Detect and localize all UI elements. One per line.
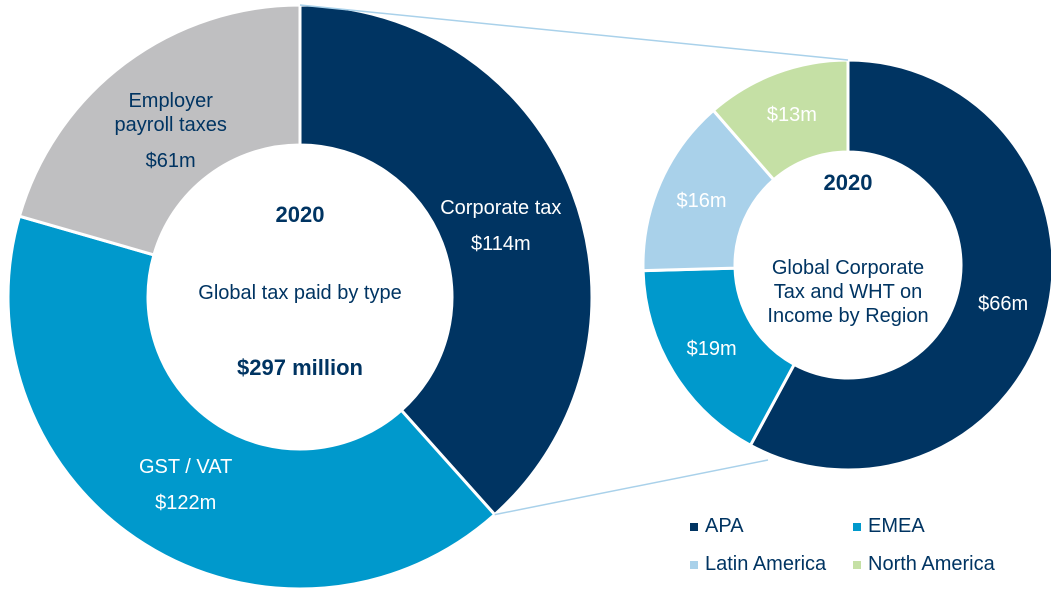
value-label: $16m xyxy=(676,189,727,212)
value-label: $19m xyxy=(686,337,737,360)
center-total: $297 million xyxy=(237,355,363,380)
legend-label: APA xyxy=(705,515,744,537)
value-label: $122m xyxy=(155,492,217,515)
category-label: GST / VAT xyxy=(138,456,233,479)
category-label: Employer payroll taxes xyxy=(114,90,227,137)
connector xyxy=(299,4,849,61)
legend-item: North America xyxy=(853,553,995,576)
value-label: $66m xyxy=(978,293,1029,316)
center-title: 2020 xyxy=(275,202,325,227)
wedge xyxy=(17,3,302,257)
legend-swatch xyxy=(853,522,861,531)
legend-swatch xyxy=(690,522,698,531)
center-subtitle: Global Corporate Tax and WHT on Income b… xyxy=(767,257,929,327)
legend-swatch xyxy=(690,560,698,569)
legend-label: EMEA xyxy=(868,515,925,537)
legend-swatch xyxy=(853,560,861,569)
legend-item: Latin America xyxy=(690,553,826,576)
wedge xyxy=(748,58,1051,472)
wedge xyxy=(298,3,594,517)
wedge xyxy=(6,214,497,591)
connector xyxy=(494,459,769,516)
value-label: $61m xyxy=(145,150,196,173)
category-label: Corporate tax xyxy=(440,197,562,220)
legend-label: Latin America xyxy=(705,553,827,575)
legend-item: APA xyxy=(690,515,744,538)
legend-item: EMEA xyxy=(853,515,925,538)
center-title: 2020 xyxy=(823,170,873,195)
center-subtitle: Global tax paid by type xyxy=(198,282,402,304)
value-label: $114m xyxy=(470,233,531,256)
value-label: $13m xyxy=(766,104,817,127)
legend-label: North America xyxy=(868,553,995,575)
